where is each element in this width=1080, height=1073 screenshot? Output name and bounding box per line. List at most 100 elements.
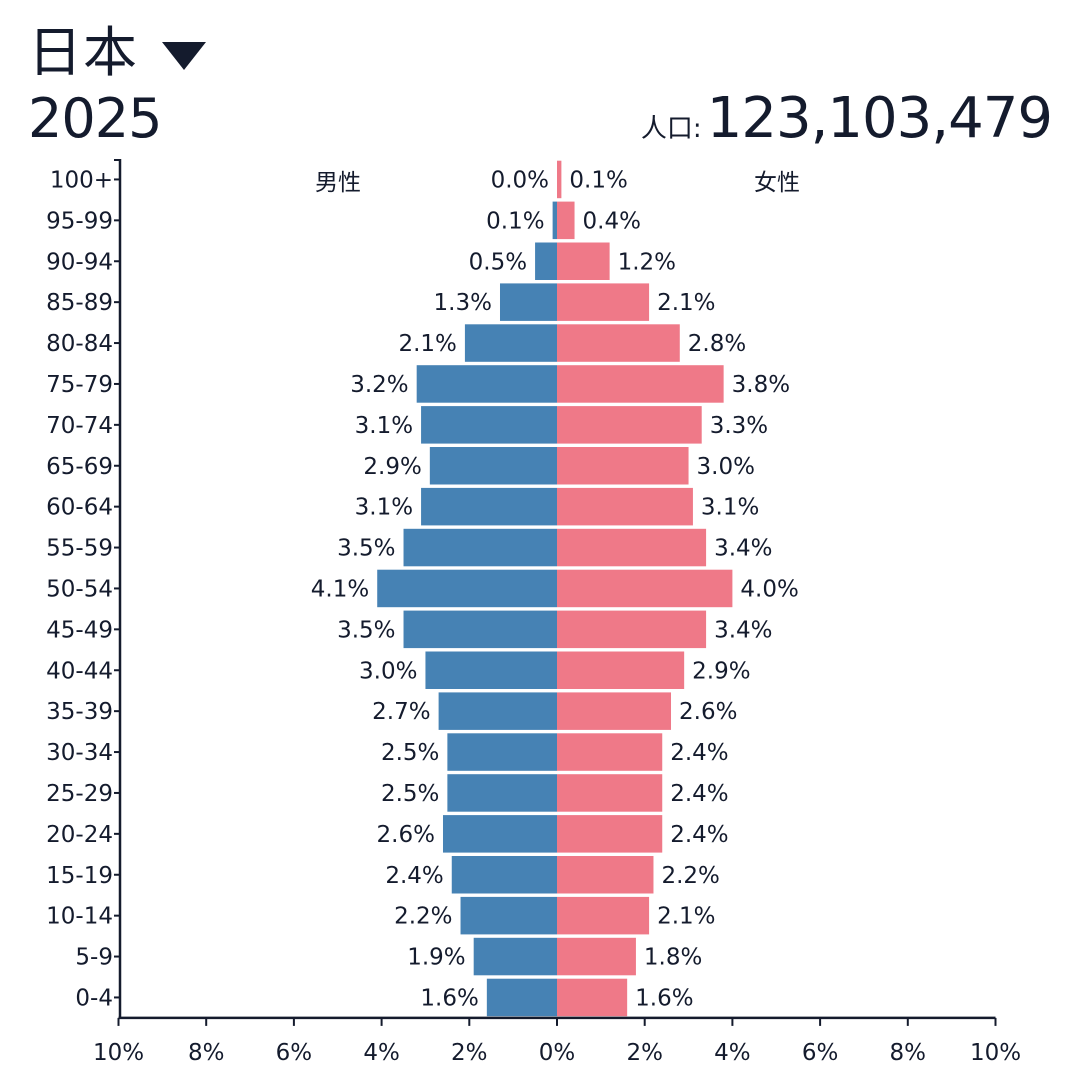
male-bar-90-94 — [535, 242, 557, 280]
male-bar-35-39 — [438, 692, 557, 730]
male-bar-95-99 — [552, 201, 557, 240]
male-bar-30-34 — [447, 733, 557, 771]
male-bar-75-79 — [416, 365, 557, 403]
x-tick-label: 4% — [714, 1040, 751, 1066]
age-group-label: 75-79 — [46, 372, 113, 398]
female-bar-0-4 — [557, 978, 628, 1017]
x-tick-label: 2% — [451, 1040, 488, 1066]
male-bar-20-24 — [442, 815, 557, 853]
male-percent-label: 1.6% — [420, 985, 478, 1011]
male-bar-0-4 — [486, 978, 557, 1017]
male-percent-label: 2.5% — [381, 781, 439, 807]
male-percent-label: 3.0% — [359, 658, 417, 684]
x-tick-label: 6% — [802, 1040, 839, 1066]
male-percent-label: 2.1% — [398, 331, 456, 357]
year-label: 2025 — [28, 87, 162, 150]
female-percent-label: 3.1% — [701, 495, 759, 521]
chart-header: 日本 2025 人口: 123,103,479 — [0, 0, 1080, 151]
male-percent-label: 1.3% — [434, 290, 492, 316]
female-bar-85-89 — [557, 283, 650, 321]
male-percent-label: 2.6% — [377, 822, 435, 848]
male-bar-45-49 — [403, 610, 557, 649]
female-bar-10-14 — [557, 896, 650, 935]
male-bar-40-44 — [425, 651, 557, 689]
female-percent-label: 2.6% — [679, 699, 737, 725]
population-value: 123,103,479 — [706, 86, 1053, 151]
dropdown-triangle-icon[interactable] — [162, 42, 206, 70]
male-percent-label: 3.1% — [355, 413, 413, 439]
age-group-label: 5-9 — [75, 945, 113, 971]
female-percent-label: 1.6% — [635, 985, 693, 1011]
male-percent-label: 0.0% — [491, 167, 549, 193]
female-percent-label: 3.0% — [697, 454, 755, 480]
female-bar-50-54 — [557, 569, 733, 608]
country-name[interactable]: 日本 — [28, 21, 138, 84]
male-percent-label: 4.1% — [311, 576, 369, 602]
age-group-label: 35-39 — [46, 699, 113, 725]
male-bar-15-19 — [451, 856, 557, 894]
female-bar-100+ — [557, 160, 562, 199]
female-bar-55-59 — [557, 528, 707, 567]
male-percent-label: 3.2% — [350, 372, 408, 398]
x-tick-label: 8% — [890, 1040, 927, 1066]
age-group-label: 100+ — [50, 167, 113, 193]
male-percent-label: 0.1% — [486, 208, 544, 234]
age-group-label: 65-69 — [46, 454, 113, 480]
male-bar-65-69 — [429, 447, 557, 485]
male-bar-10-14 — [460, 896, 557, 935]
axes-layer: 0-4 5-9 10-14 15-19 20-24 25-29 30-34 35-39 40-4… — [46, 159, 1021, 1066]
x-tick-label: 6% — [276, 1040, 313, 1066]
female-percent-label: 2.1% — [657, 290, 715, 316]
male-percent-label: 0.5% — [469, 249, 527, 275]
age-group-label: 45-49 — [46, 617, 113, 643]
male-bar-70-74 — [421, 406, 557, 444]
female-bar-45-49 — [557, 610, 707, 649]
female-series-label: 女性 — [754, 170, 800, 196]
female-percent-label: 2.4% — [670, 781, 728, 807]
female-percent-label: 3.8% — [732, 372, 790, 398]
male-bar-50-54 — [377, 569, 557, 608]
female-percent-label: 4.0% — [740, 576, 798, 602]
bars-layer — [377, 160, 733, 1017]
male-bar-85-89 — [499, 283, 557, 321]
male-percent-label: 3.1% — [355, 495, 413, 521]
x-tick-label: 10% — [970, 1040, 1021, 1066]
male-bar-80-84 — [464, 324, 557, 362]
female-bar-70-74 — [557, 406, 702, 444]
age-group-label: 15-19 — [46, 863, 113, 889]
age-group-label: 0-4 — [75, 985, 113, 1011]
male-percent-label: 1.9% — [407, 945, 465, 971]
age-group-label: 40-44 — [46, 658, 113, 684]
female-bar-75-79 — [557, 365, 724, 403]
female-bar-15-19 — [557, 856, 654, 894]
male-bar-5-9 — [473, 937, 557, 976]
male-series-label: 男性 — [315, 170, 361, 196]
male-percent-label: 2.2% — [394, 904, 452, 930]
country-selector[interactable]: 日本 — [28, 18, 206, 88]
female-bar-80-84 — [557, 324, 680, 362]
male-bar-55-59 — [403, 528, 557, 567]
percent-labels-layer: 1.6% 1.6% 1.9% 1.8% 2.2% 2.1% 2.4% 2.2% 2.6% 2.4%… — [311, 167, 799, 1011]
age-group-label: 50-54 — [46, 576, 113, 602]
male-percent-label: 2.9% — [363, 454, 421, 480]
population-pyramid-chart: 1.6% 1.6% 1.9% 1.8% 2.2% 2.1% 2.4% 2.2% 2.6% 2.4%… — [46, 159, 1021, 1066]
population-readout: 人口: 123,103,479 — [641, 84, 1053, 167]
female-bar-20-24 — [557, 815, 663, 853]
male-bar-60-64 — [421, 487, 557, 526]
female-bar-95-99 — [557, 201, 575, 240]
x-tick-label: 4% — [363, 1040, 400, 1066]
age-group-label: 10-14 — [46, 904, 113, 930]
age-group-label: 85-89 — [46, 290, 113, 316]
x-tick-label: 0% — [539, 1040, 576, 1066]
female-bar-30-34 — [557, 733, 663, 771]
age-group-label: 20-24 — [46, 822, 113, 848]
female-percent-label: 0.1% — [569, 167, 627, 193]
male-bar-25-29 — [447, 774, 557, 812]
female-bar-25-29 — [557, 774, 663, 812]
female-bar-35-39 — [557, 692, 672, 730]
female-bar-5-9 — [557, 937, 636, 976]
x-tick-label: 8% — [188, 1040, 225, 1066]
female-percent-label: 2.1% — [657, 904, 715, 930]
age-group-label: 30-34 — [46, 740, 113, 766]
male-percent-label: 2.4% — [385, 863, 443, 889]
